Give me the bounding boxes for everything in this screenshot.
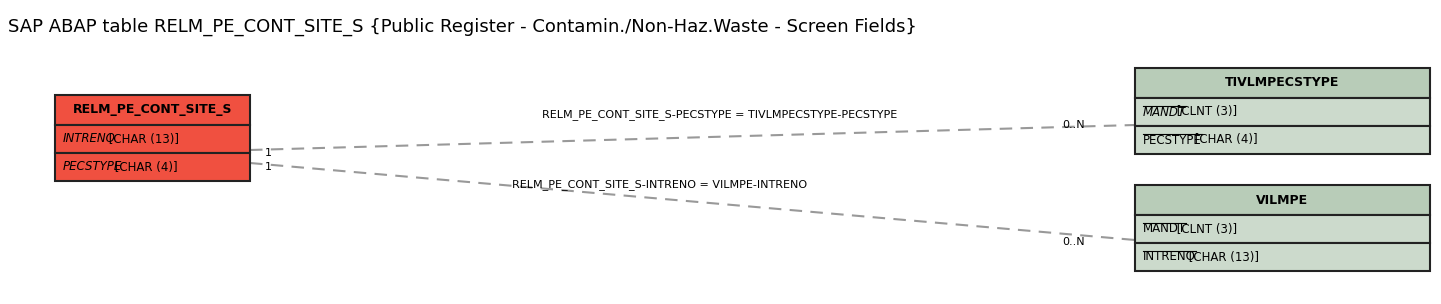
Text: 0..N: 0..N [1062,120,1085,130]
Text: 0..N: 0..N [1062,237,1085,247]
Text: PECSTYPE: PECSTYPE [1143,133,1202,147]
Bar [1136,243,1429,271]
Bar [55,125,249,153]
Text: [CLNT (3)]: [CLNT (3)] [1173,223,1238,236]
Text: INTRENO: INTRENO [63,133,115,146]
Text: TIVLMPECSTYPE: TIVLMPECSTYPE [1225,77,1340,89]
Bar [1136,215,1429,243]
Bar [1136,185,1429,215]
Text: MANDT: MANDT [1143,105,1186,119]
Text: VILMPE: VILMPE [1257,194,1308,206]
Text: [CHAR (4)]: [CHAR (4)] [1192,133,1258,147]
Bar [1136,126,1429,154]
Text: 1: 1 [265,162,272,172]
Text: MANDT: MANDT [1143,223,1186,236]
Text: [CHAR (4)]: [CHAR (4)] [111,161,177,174]
Text: [CHAR (13)]: [CHAR (13)] [105,133,179,146]
Text: RELM_PE_CONT_SITE_S-INTRENO = VILMPE-INTRENO: RELM_PE_CONT_SITE_S-INTRENO = VILMPE-INT… [513,180,807,190]
Text: SAP ABAP table RELM_PE_CONT_SITE_S {Public Register - Contamin./Non-Haz.Waste - : SAP ABAP table RELM_PE_CONT_SITE_S {Publ… [9,18,916,36]
Bar [55,95,249,125]
Text: RELM_PE_CONT_SITE_S-PECSTYPE = TIVLMPECSTYPE-PECSTYPE: RELM_PE_CONT_SITE_S-PECSTYPE = TIVLMPECS… [542,109,898,120]
Text: [CHAR (13)]: [CHAR (13)] [1185,250,1259,264]
Bar [1136,68,1429,98]
Text: PECSTYPE: PECSTYPE [63,161,122,174]
Text: INTRENO: INTRENO [1143,250,1196,264]
Bar [55,153,249,181]
Bar [1136,98,1429,126]
Text: RELM_PE_CONT_SITE_S: RELM_PE_CONT_SITE_S [72,103,232,116]
Text: 1: 1 [265,148,272,158]
Text: [CLNT (3)]: [CLNT (3)] [1173,105,1238,119]
